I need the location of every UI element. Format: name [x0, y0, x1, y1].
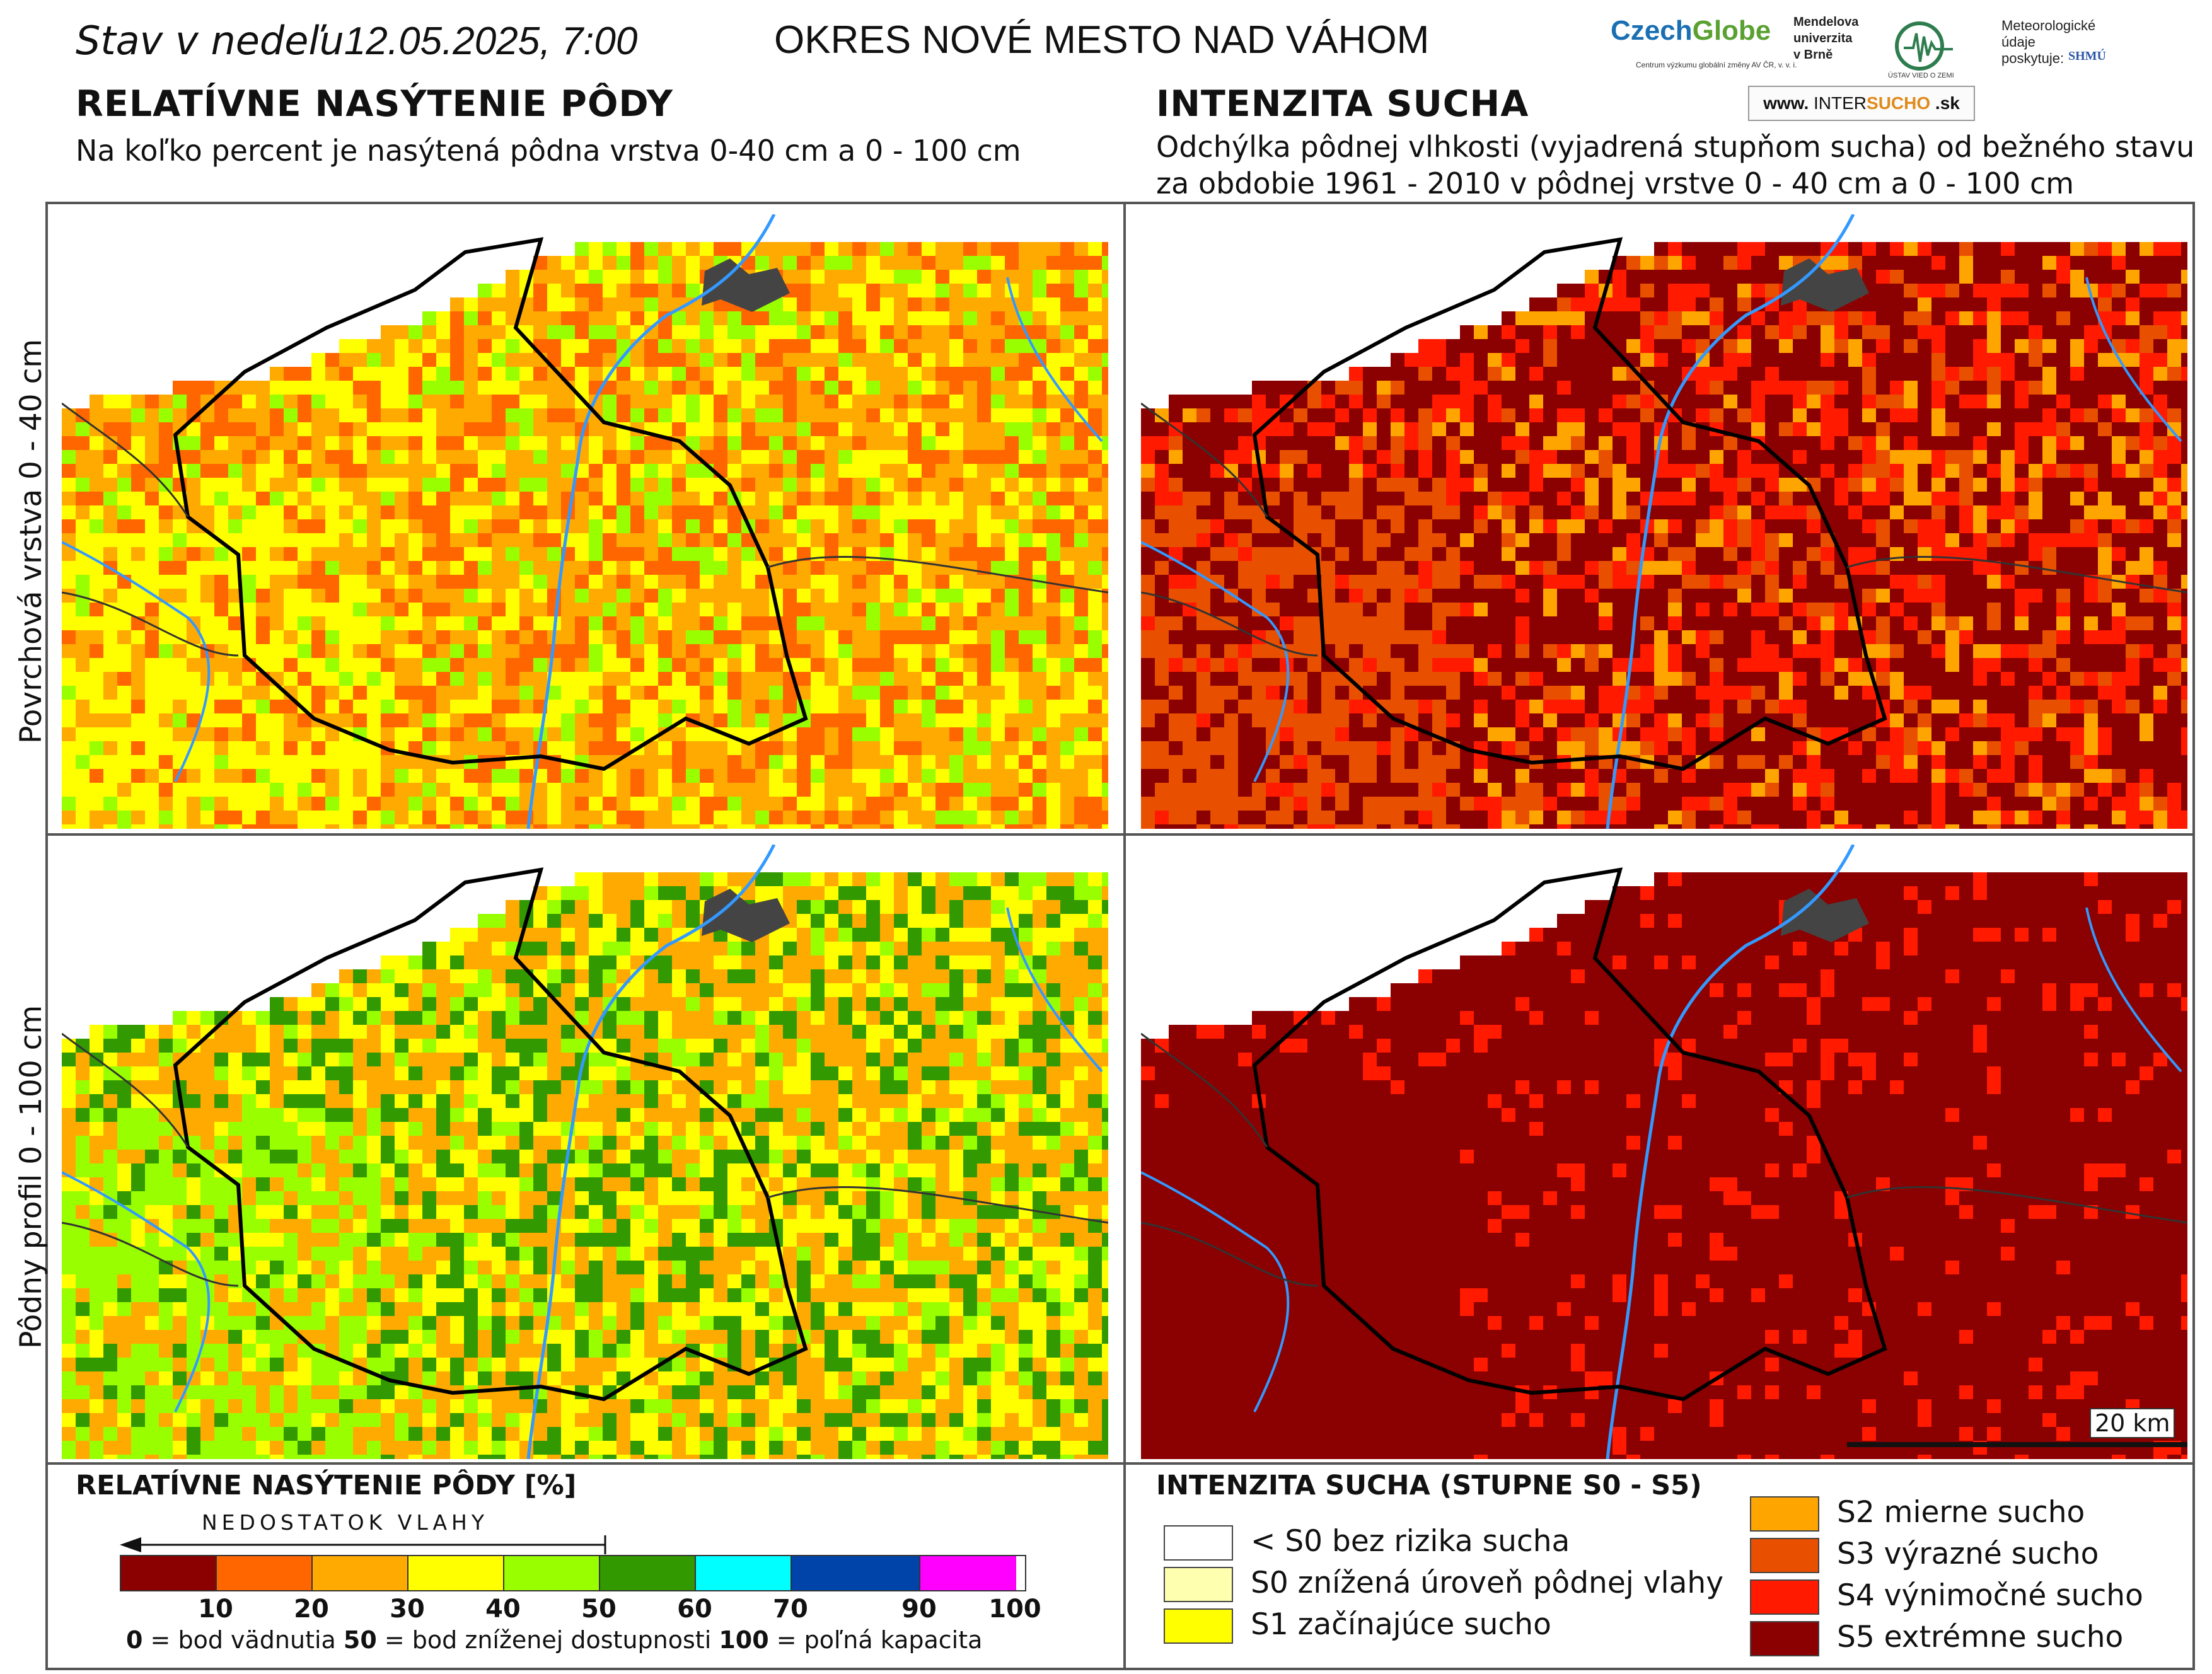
- drought-subtitle-1: Odchýlka pôdnej vlhkosti (vyjadrená stup…: [1156, 130, 2195, 164]
- legend-label: S1 začínajúce sucho: [1251, 1607, 1551, 1642]
- map-drought-topsoil: [1141, 214, 2187, 829]
- map-saturation-topsoil: [62, 214, 1108, 829]
- colorbar-swatch: [696, 1556, 792, 1590]
- arrow-left-icon: [120, 1535, 606, 1554]
- legend-label: < S0 bez rizika sucha: [1251, 1524, 1570, 1559]
- colorbar-swatch: [792, 1556, 920, 1590]
- colorbar-swatch: [217, 1556, 313, 1590]
- map-drought-profile: [1141, 845, 2187, 1459]
- colorbar-swatch: [313, 1556, 408, 1590]
- czechglobe-logo: CzechGlobe: [1611, 15, 1771, 46]
- colorbar-tick-label: 30: [390, 1595, 425, 1624]
- colorbar-tick-label: 10: [198, 1595, 233, 1624]
- deficit-label: NEDOSTATOK VLAHY: [202, 1510, 489, 1535]
- scale-label: 20 km: [2090, 1408, 2175, 1438]
- legend-label: S3 výrazné sucho: [1837, 1537, 2099, 1571]
- drought-subtitle-2: za obdobie 1961 - 2010 v pôdnej vrstve 0…: [1156, 166, 2075, 200]
- colorbar-tick-label: 40: [485, 1595, 521, 1624]
- legend-label: S0 znížená úroveň pôdnej vlahy: [1251, 1566, 1724, 1600]
- legend-swatch: [1164, 1608, 1233, 1644]
- report-date: Stav v nedeľu12.05.2025, 7:00: [76, 18, 637, 64]
- frame-divider-middle: [45, 833, 2195, 836]
- raster: [62, 845, 1108, 1459]
- shmu-logo: SHMÚ: [2068, 49, 2106, 63]
- raster: [1141, 214, 2187, 829]
- colorbar-tick-label: 70: [773, 1595, 808, 1624]
- colorbar-swatch: [920, 1556, 1016, 1590]
- uvz-logo-text: ÚSTAV VIED O ZEMI: [1888, 72, 1954, 79]
- legend-swatch: [1750, 1579, 1819, 1615]
- met-data-provider: Meteorologické údaje poskytuje:: [2001, 18, 2096, 66]
- row-label-topsoil: Povrchová vrstva 0 - 40 cm: [14, 338, 49, 744]
- colorbar-tick-label: 90: [901, 1595, 937, 1624]
- raster: [62, 214, 1108, 829]
- colorbar-tick-label: 20: [294, 1595, 329, 1624]
- colorbar-tick-label: 50: [581, 1595, 617, 1624]
- frame-divider-bottom: [45, 1462, 2195, 1465]
- colorbar-swatch: [121, 1556, 217, 1590]
- colorbar-tick-label: 60: [677, 1595, 712, 1624]
- date-value: 12.05.2025, 7:00: [344, 20, 638, 63]
- legend-swatch: [1750, 1538, 1819, 1573]
- map-saturation-profile: [62, 845, 1108, 1459]
- drought-legend-title: INTENZITA SUCHA (STUPNE S0 - S5): [1156, 1470, 1702, 1501]
- legend-swatch: [1750, 1496, 1819, 1532]
- legend-swatch: [1164, 1567, 1233, 1602]
- colorbar-swatch: [600, 1556, 696, 1590]
- czechglobe-subtitle: Centrum výzkumu globální změny AV ČR, v.…: [1636, 61, 1797, 69]
- legend-swatch: [1164, 1525, 1233, 1561]
- raster: [1141, 845, 2187, 1459]
- district-title: OKRES NOVÉ MESTO NAD VÁHOM: [774, 18, 1430, 62]
- saturation-title: RELATÍVNE NASÝTENIE PÔDY: [76, 83, 673, 125]
- saturation-legend-title: RELATÍVNE NASÝTENIE PÔDY [%]: [76, 1470, 577, 1501]
- saturation-colorbar: [120, 1555, 1026, 1591]
- maps-frame: [45, 202, 2195, 1670]
- date-prefix: Stav v nedeľu: [76, 18, 344, 64]
- legend-label: S2 mierne sucho: [1837, 1495, 2085, 1530]
- colorbar-swatch: [408, 1556, 504, 1590]
- saturation-explanation: 0 = bod vädnutia 50 = bod zníženej dostu…: [126, 1626, 983, 1654]
- legend-swatch: [1750, 1621, 1819, 1656]
- scale-bar: [1847, 1442, 2187, 1447]
- frame-divider-vertical: [1123, 202, 1126, 1670]
- uvz-logo-icon: [1895, 21, 1953, 71]
- drought-title: INTENZITA SUCHA: [1156, 83, 1529, 125]
- mendel-logo: Mendelova univerzita v Brně: [1793, 15, 1859, 62]
- intersucho-logo: www. INTERSUCHO .sk: [1748, 86, 1975, 121]
- saturation-subtitle: Na koľko percent je nasýtená pôdna vrstv…: [76, 134, 1021, 168]
- legend-label: S4 výnimočné sucho: [1837, 1578, 2143, 1613]
- legend-label: S5 extrémne sucho: [1837, 1620, 2124, 1654]
- row-label-profile: Pôdny profil 0 - 100 cm: [14, 1005, 49, 1349]
- partner-logos: CzechGlobe Centrum výzkumu globální změn…: [1611, 11, 2134, 121]
- colorbar-tick-label: 100: [988, 1595, 1041, 1624]
- colorbar-swatch: [504, 1556, 600, 1590]
